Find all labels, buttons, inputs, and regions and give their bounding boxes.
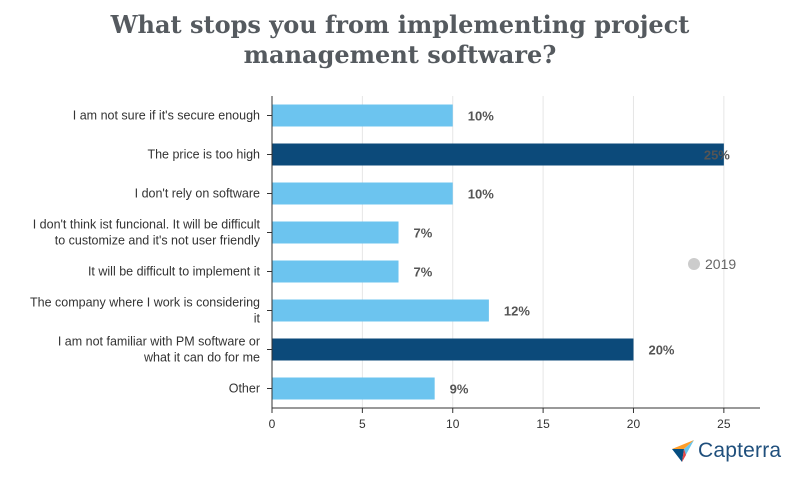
legend-label: 2019 (705, 256, 736, 272)
x-tick-label: 10 (446, 417, 460, 431)
category-label: I don't think ist funcional. It will be … (33, 218, 261, 248)
capterra-logo-text: Capterra (698, 439, 782, 462)
legend-marker (688, 258, 700, 270)
chart-title-line-2: management software? (243, 40, 557, 69)
category-label-line: I am not familiar with PM software or (58, 335, 260, 349)
bar (272, 143, 724, 166)
legend: 2019 (688, 256, 736, 272)
category-label-line: what it can do for me (143, 351, 260, 365)
category-label: I am not familiar with PM software or wha… (58, 335, 260, 365)
category-label-line: It will be difficult to implement it (88, 265, 261, 279)
category-label: I don't rely on software (135, 187, 260, 201)
category-label-line: I don't rely on software (135, 187, 260, 201)
bar (272, 104, 453, 127)
grid-lines (361, 96, 725, 408)
data-label: 20% (648, 343, 674, 358)
bars (272, 104, 724, 400)
category-label-line: Other (229, 382, 260, 396)
bar (272, 221, 399, 244)
bar (272, 299, 489, 322)
data-label: 9% (450, 382, 469, 397)
x-tick-label: 25 (717, 417, 731, 431)
category-label-line: The price is too high (147, 148, 260, 162)
data-label: 25% (704, 148, 730, 163)
category-label: The company where I work is considering i… (30, 296, 260, 326)
category-label: I am not sure if it's secure enough (73, 109, 260, 123)
data-label: 7% (414, 265, 433, 280)
x-tick-label: 15 (536, 417, 550, 431)
chart-title: What stops you from implementing project… (0, 10, 800, 70)
data-label: 12% (504, 304, 530, 319)
axes (267, 96, 760, 413)
capterra-logo: Capterra (672, 438, 781, 464)
x-tick-label: 5 (359, 417, 366, 431)
x-tick-label: 20 (627, 417, 641, 431)
labels: 0 5 10 15 20 25 I am not sure if it's secure e… (30, 109, 731, 432)
bar (272, 182, 453, 205)
x-tick-label: 0 (269, 417, 276, 431)
bar (272, 338, 634, 361)
category-label: The price is too high (147, 148, 260, 162)
category-label-line: to customize and it's not user friendly (55, 234, 261, 248)
data-label: 10% (468, 109, 494, 124)
category-label-line: The company where I work is considering (30, 296, 260, 310)
data-label: 7% (414, 226, 433, 241)
category-label: Other (229, 382, 260, 396)
category-label-line: I don't think ist funcional. It will be … (33, 218, 261, 232)
chart-title-line-1: What stops you from implementing project (110, 10, 690, 39)
capterra-arrow-icon (672, 440, 694, 462)
bar (272, 377, 435, 400)
category-label-line: I am not sure if it's secure enough (73, 109, 260, 123)
bar (272, 260, 399, 283)
category-label-line: it (254, 312, 261, 326)
category-label: It will be difficult to implement it (88, 265, 261, 279)
data-label: 10% (468, 187, 494, 202)
